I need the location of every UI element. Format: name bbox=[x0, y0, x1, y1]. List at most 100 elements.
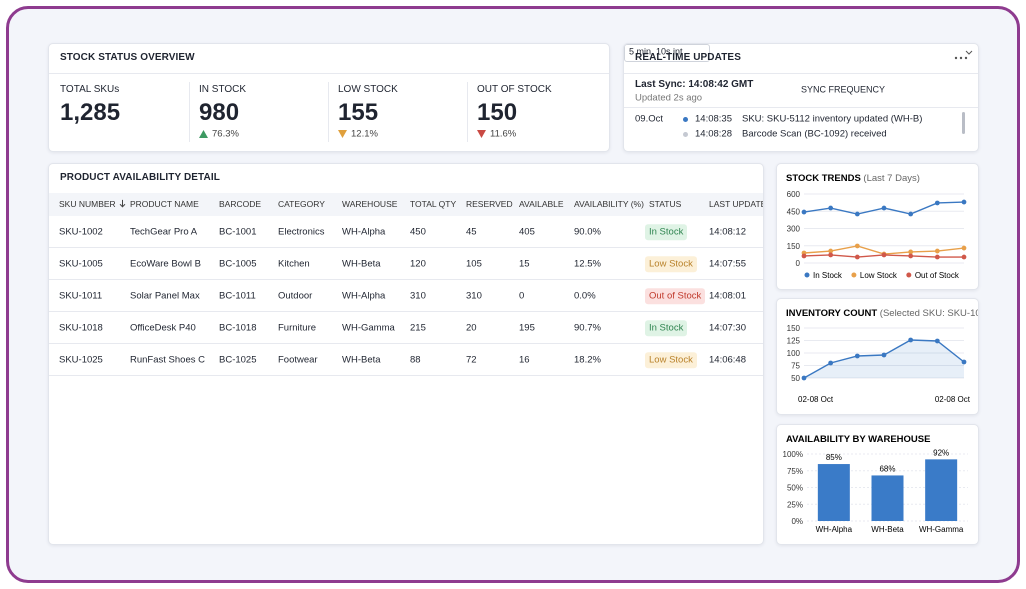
point bbox=[881, 352, 887, 358]
y-tick-label: 75% bbox=[787, 467, 803, 476]
legend-marker bbox=[906, 272, 912, 278]
point bbox=[828, 360, 834, 366]
table-cell: Solar Panel Max bbox=[130, 290, 200, 302]
table-cell: Furniture bbox=[278, 322, 317, 334]
table-cell: WH-Alpha bbox=[342, 290, 386, 302]
column-header: STATUS bbox=[649, 198, 682, 209]
trend-arrow bbox=[338, 130, 347, 138]
status-badge: Low Stock bbox=[645, 352, 697, 368]
value-label: 85% bbox=[826, 453, 842, 462]
point bbox=[934, 248, 940, 254]
y-tick-label: 150 bbox=[787, 324, 801, 333]
table-cell: 18.2% bbox=[574, 354, 601, 366]
card-title: STOCK STATUS OVERVIEW bbox=[60, 52, 195, 63]
trend-arrow bbox=[199, 130, 208, 138]
table-cell: 215 bbox=[410, 322, 426, 334]
point bbox=[828, 205, 834, 211]
more-menu[interactable] bbox=[954, 55, 968, 61]
point bbox=[854, 353, 860, 359]
table-cell: SKU-1018 bbox=[59, 322, 103, 334]
table-cell: 450 bbox=[410, 226, 426, 238]
table-cell: BC-1011 bbox=[219, 290, 256, 302]
table-cell: 105 bbox=[466, 258, 482, 270]
y-tick-label: 50% bbox=[787, 484, 803, 493]
bar bbox=[817, 464, 850, 521]
table-cell: 90.7% bbox=[574, 322, 601, 334]
column-header: AVAILABILITY (%) bbox=[574, 198, 644, 209]
chart-card: STOCK TRENDS (Last 7 Days) 0 150 300 450 600 I… bbox=[776, 163, 979, 290]
kpi-label: IN STOCK bbox=[199, 84, 247, 95]
log-text: SKU: SKU-5112 inventory updated (WH-B) bbox=[742, 113, 923, 125]
kpi-label: TOTAL SKUs bbox=[60, 84, 120, 95]
y-tick-label: 100 bbox=[787, 349, 801, 358]
legend-label: Low Stock bbox=[860, 271, 898, 280]
table-cell: BC-1001 bbox=[219, 226, 257, 238]
kpi-value: 150 bbox=[477, 99, 518, 126]
status-badge: Low Stock bbox=[645, 256, 697, 272]
kpi-label: LOW STOCK bbox=[338, 84, 398, 95]
table-cell: 120 bbox=[410, 258, 426, 270]
table-cell: 20 bbox=[466, 322, 477, 334]
point bbox=[854, 243, 860, 249]
point bbox=[801, 253, 807, 259]
table-cell: 405 bbox=[519, 226, 535, 238]
table-cell: 0 bbox=[519, 290, 525, 302]
column-header: CATEGORY bbox=[278, 198, 325, 209]
table-cell: 72 bbox=[466, 354, 477, 366]
point bbox=[908, 253, 914, 259]
status-badge: Out of Stock bbox=[645, 288, 706, 304]
value-label: 92% bbox=[933, 448, 949, 457]
y-tick-label: 75 bbox=[791, 362, 800, 371]
point bbox=[961, 199, 967, 205]
table-cell: BC-1025 bbox=[219, 354, 257, 366]
table-cell: 45 bbox=[466, 226, 477, 238]
point bbox=[854, 211, 860, 217]
kpi-change: 11.6% bbox=[490, 128, 517, 140]
sync-select[interactable]: 5 min, 10s int bbox=[624, 44, 973, 62]
kpi-change: 12.1% bbox=[351, 128, 378, 140]
point bbox=[908, 211, 914, 217]
realtime-card: REAL-TIME UPDATES Last Sync: 14:08:42 GMT… bbox=[623, 43, 979, 152]
table-cell: SKU-1011 bbox=[59, 290, 103, 302]
trend-arrow bbox=[477, 130, 486, 138]
chart: AVAILABILITY BY WAREHOUSE 0% 25% 50% 75% 100%… bbox=[783, 434, 968, 534]
table-cell: Kitchen bbox=[278, 258, 310, 270]
sync-value: 5 min, 10s int bbox=[629, 46, 683, 57]
point bbox=[801, 375, 807, 381]
log-text: Barcode Scan (BC-1092) received bbox=[742, 128, 887, 140]
table-cell: 16 bbox=[519, 354, 530, 366]
legend-marker bbox=[804, 272, 810, 278]
chart-title: AVAILABILITY BY WAREHOUSE bbox=[786, 434, 930, 445]
bar bbox=[871, 475, 904, 521]
log-time: 14:08:35 bbox=[695, 113, 732, 125]
log-date: 09.Oct bbox=[635, 113, 663, 125]
point bbox=[908, 337, 914, 343]
sort-arrow bbox=[119, 199, 126, 208]
divider bbox=[189, 82, 190, 142]
y-tick-label: 100% bbox=[783, 450, 803, 459]
card-title: PRODUCT AVAILABILITY DETAIL bbox=[60, 172, 220, 183]
sync-label: SYNC FREQUENCY bbox=[801, 84, 886, 95]
y-tick-label: 300 bbox=[787, 225, 801, 234]
table-cell: 14:08:01 bbox=[709, 290, 746, 302]
legend-marker bbox=[851, 272, 857, 278]
point bbox=[934, 338, 940, 344]
divider bbox=[328, 82, 329, 142]
kpi-value: 980 bbox=[199, 99, 240, 126]
table-cell: SKU-1002 bbox=[59, 226, 103, 238]
log-time: 14:08:28 bbox=[695, 128, 732, 140]
scrollbar bbox=[962, 112, 965, 134]
kpi-label: OUT OF STOCK bbox=[477, 84, 552, 95]
chart-subtitle: (Selected SKU: SKU-1002) bbox=[880, 308, 978, 319]
table-cell: 14:06:48 bbox=[709, 354, 746, 366]
table-cell: 0.0% bbox=[574, 290, 596, 302]
column-header: RESERVED bbox=[466, 198, 513, 209]
column-header: AVAILABLE bbox=[519, 198, 564, 209]
arrow bbox=[477, 130, 486, 138]
chart-title-main: STOCK TRENDS bbox=[786, 173, 861, 184]
divider bbox=[624, 73, 978, 74]
sort-arrow-path bbox=[119, 199, 126, 208]
value-label: 68% bbox=[879, 464, 895, 473]
point bbox=[881, 252, 887, 258]
